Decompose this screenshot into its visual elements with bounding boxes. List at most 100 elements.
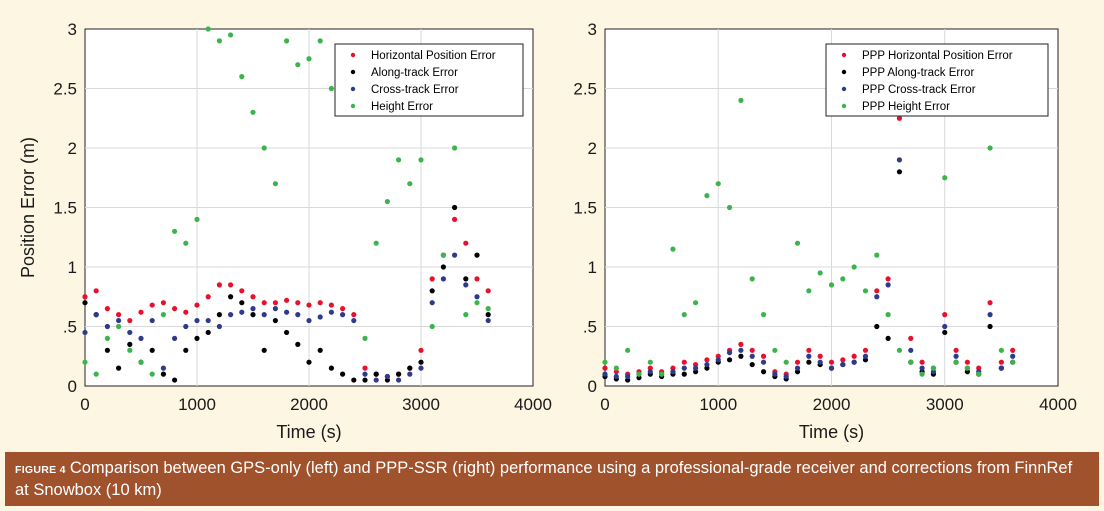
right-series-3-point (704, 193, 710, 199)
right-series-2-point (942, 323, 948, 330)
right-series-2-point (953, 353, 959, 359)
left-series-2-point (306, 317, 312, 324)
right-series-2-point (760, 359, 767, 365)
left-series-0-point (194, 302, 200, 308)
left-series-1-point (104, 347, 110, 353)
right-series-0-point (851, 353, 857, 359)
right-series-3-point (783, 359, 789, 365)
right-series-1-point (874, 323, 880, 330)
left-series-1-point (452, 204, 458, 211)
right-series-1-point (749, 361, 755, 368)
left-series-2-point (172, 335, 178, 341)
right-series-0-point (919, 359, 925, 365)
right-series-0-point (840, 357, 846, 363)
left-series-2-point (485, 317, 491, 324)
right-series-1-point (760, 369, 767, 375)
left-series-0-point (418, 347, 424, 353)
figure-panel: 0 1000 2000 3000 4000 0.5 1 1.5 2 2.5 3 Time (s) Pos… (18, 20, 1077, 442)
right-series-0-point (715, 353, 721, 359)
left-series-3-point (362, 335, 368, 341)
left-series-0-point (328, 302, 334, 308)
left-series-1-point (407, 365, 413, 371)
left-series-1-point (205, 329, 211, 336)
left-series-1-point (239, 300, 245, 306)
right-series-0-point (942, 312, 948, 318)
left-x-tick-label: 3000 (402, 395, 440, 414)
right-series-3-point (885, 312, 891, 318)
left-legend-marker (350, 103, 356, 109)
left-series-2-point (295, 312, 301, 318)
right-legend-label: PPP Horizontal Position Error (862, 50, 1013, 62)
left-series-2-point (362, 371, 368, 377)
right-series-2-point (840, 361, 846, 368)
right-y-tick-label: .5 (583, 318, 597, 337)
left-series-0-point (138, 309, 144, 315)
left-y-tick-label: 2 (68, 139, 77, 158)
right-series-2-point (647, 369, 653, 375)
right-series-3-point (851, 264, 857, 270)
right-series-0-point (613, 369, 619, 375)
left-series-0-point (474, 276, 480, 282)
left-series-2-point (116, 317, 122, 324)
left-series-2-point (205, 317, 211, 324)
left-series-2-point (93, 312, 99, 318)
left-series-3-point (160, 312, 166, 318)
right-series-0-point (874, 288, 880, 294)
right-series-0-point (976, 365, 982, 371)
right-series-1-point (794, 369, 801, 375)
right-legend-marker (841, 52, 847, 58)
right-series-1-point (625, 377, 631, 383)
left-series-1-point (463, 276, 469, 282)
left-series-1-point (183, 347, 189, 353)
left-series-2-point (396, 377, 402, 383)
left-series-0-point (272, 300, 278, 306)
right-series-3-point (749, 276, 755, 282)
left-series-2-point (474, 294, 480, 300)
left-series-1-point (228, 294, 234, 300)
left-series-2-point (183, 323, 189, 330)
left-series-1-point (216, 312, 222, 318)
left-series-1-point (261, 347, 267, 353)
left-series-2-point (373, 377, 379, 383)
left-x-tick-label: 4000 (514, 395, 552, 414)
right-series-0-point (998, 359, 1004, 365)
right-series-2-point (908, 347, 914, 353)
left-series-1-point (362, 377, 368, 383)
right-series-2-point (919, 365, 925, 371)
left-series-0-point (261, 300, 267, 306)
left-series-3-point (384, 198, 390, 205)
right-y-tick-label: 0 (588, 377, 597, 396)
right-series-2-point (738, 347, 744, 353)
right-series-0-point (749, 347, 755, 353)
left-y-tick-label: 1 (68, 258, 77, 277)
left-series-3-point (463, 312, 469, 318)
left-series-2-point (440, 276, 446, 282)
right-series-2-point (794, 365, 801, 371)
right-series-1-point (862, 357, 869, 363)
left-series-1-point (440, 264, 446, 270)
left-series-3-point (429, 323, 435, 330)
right-series-3-point (602, 359, 608, 365)
left-legend-label: Along-track Error (371, 67, 458, 79)
right-series-3-point (976, 371, 982, 377)
right-series-2-point (1010, 353, 1016, 359)
right-series-3-point (862, 288, 869, 294)
left-series-1-point (317, 347, 323, 353)
left-series-0-point (429, 276, 435, 282)
left-series-1-point (250, 312, 256, 318)
right-series-2-point (998, 365, 1004, 371)
left-series-3-point (183, 240, 189, 246)
right-series-2-point (896, 157, 903, 163)
right-series-3-point (817, 270, 823, 276)
right-series-1-point (681, 371, 687, 377)
left-series-3-point (82, 359, 88, 365)
right-legend-marker (841, 69, 847, 75)
right-series-3-point (998, 347, 1004, 353)
left-series-3-point (396, 157, 402, 163)
left-series-0-point (116, 312, 122, 318)
right-series-3-point (715, 181, 721, 187)
left-series-1-point (474, 252, 480, 258)
right-series-2-point (613, 373, 619, 380)
right-series-2-point (783, 373, 789, 380)
